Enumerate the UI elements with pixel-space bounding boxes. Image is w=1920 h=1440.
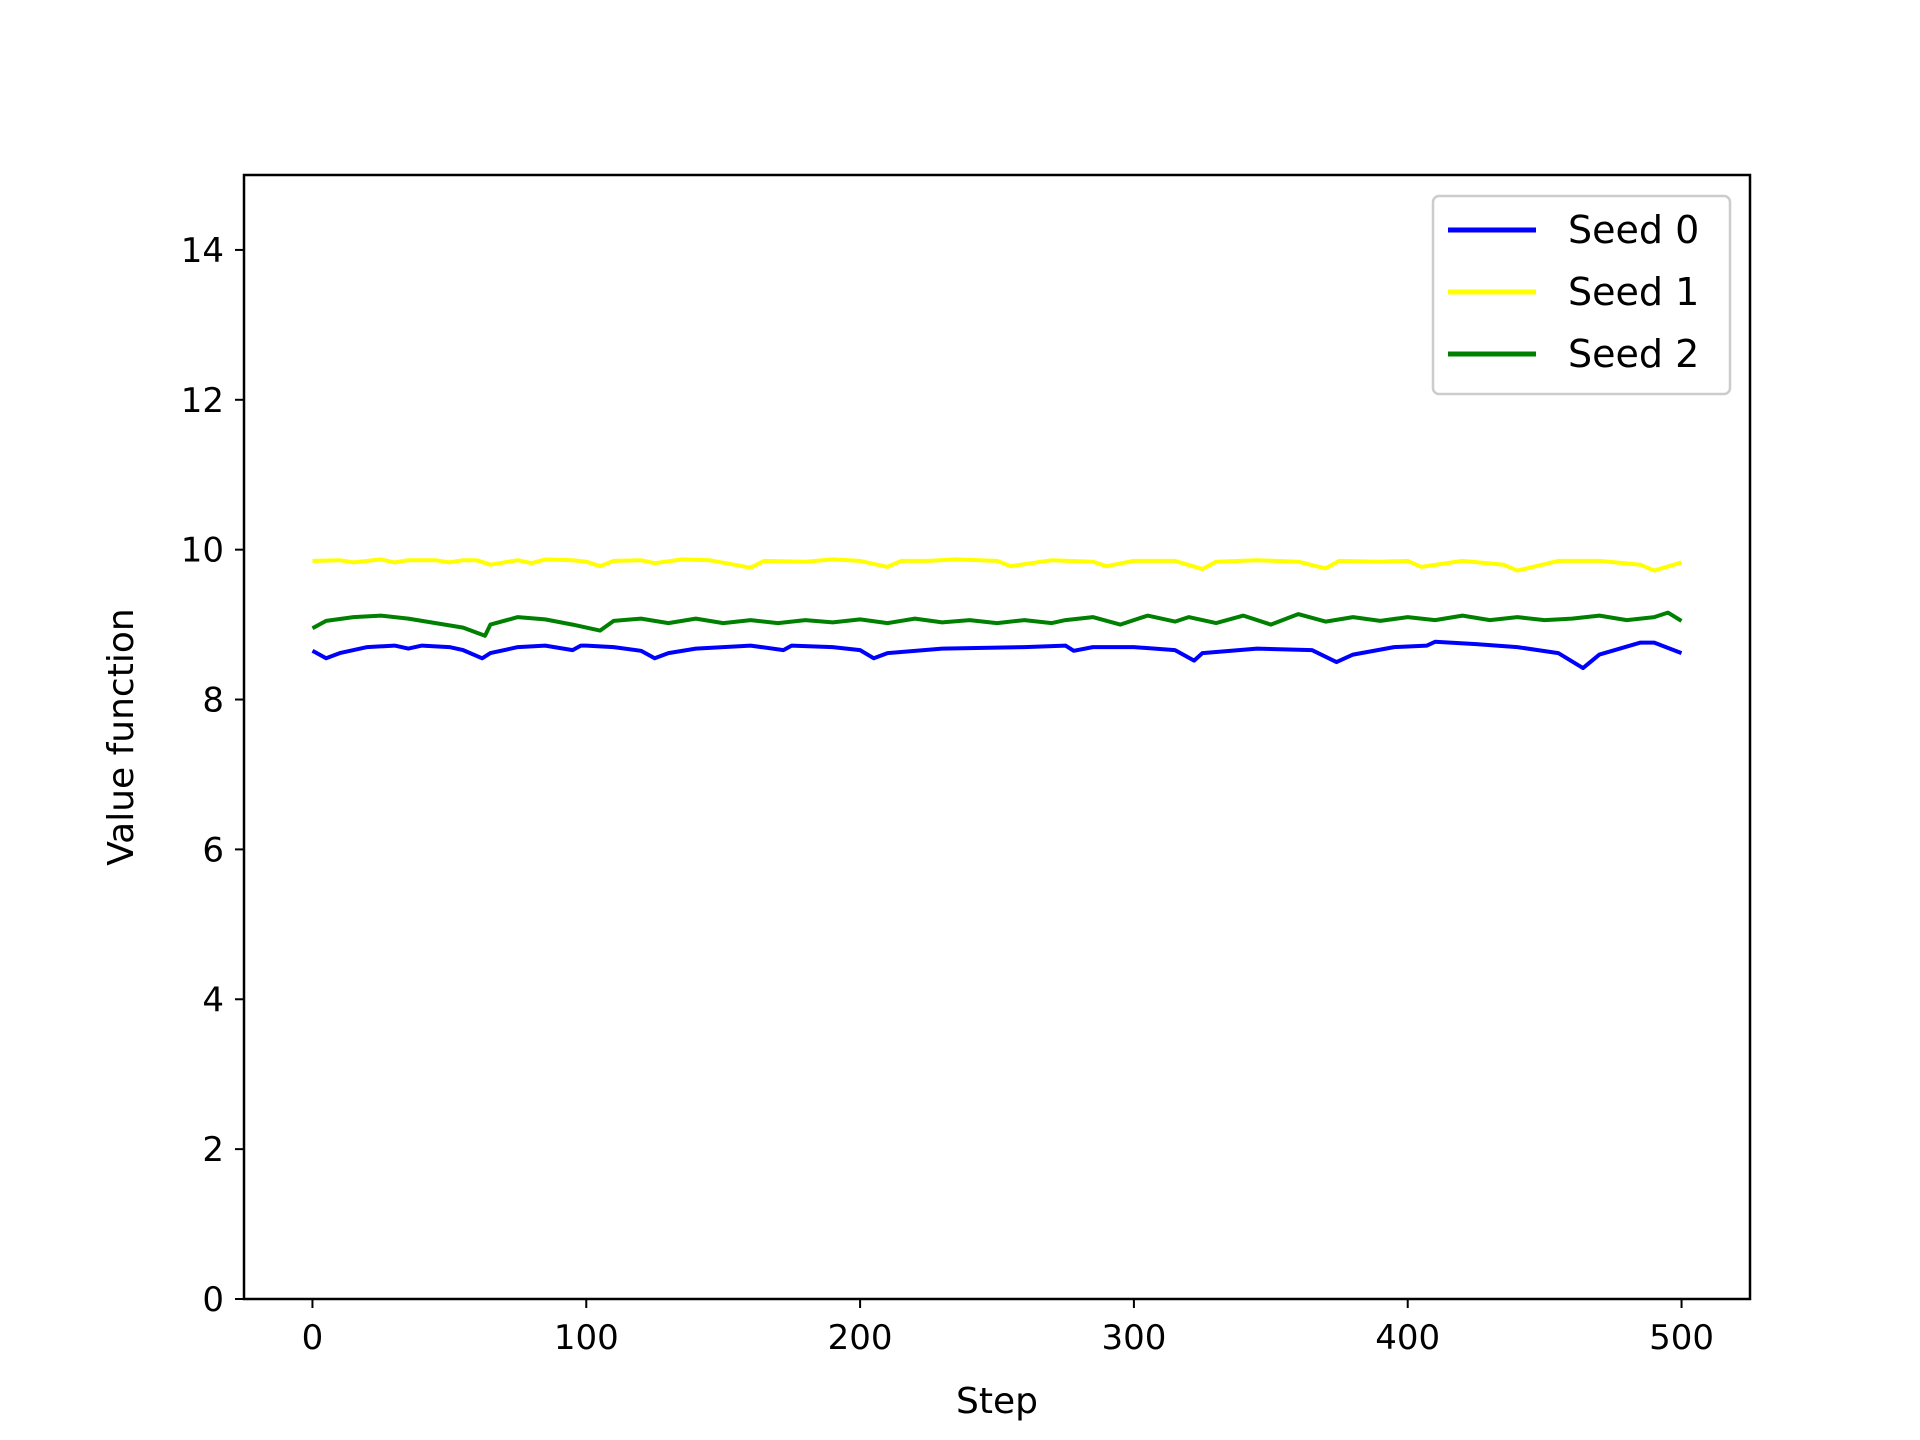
y-tick-label: 8 <box>202 681 224 721</box>
y-tick-label: 4 <box>202 980 224 1020</box>
plot-frame <box>242 173 1752 1301</box>
series-line-seed-2 <box>311 610 1683 638</box>
legend-box <box>1431 194 1732 396</box>
y-tick-label: 10 <box>181 531 224 571</box>
ticks-layer: 0 100 200 300 400 500 0 2 4 6 8 10 12 14 <box>181 231 1714 1358</box>
x-tick-label: 100 <box>554 1318 619 1358</box>
x-tick-label: 500 <box>1649 1318 1714 1358</box>
series-line-seed-0 <box>311 639 1683 671</box>
y-tick-label: 2 <box>202 1130 224 1170</box>
x-tick-label: 0 <box>302 1318 324 1358</box>
x-tick-label: 200 <box>828 1318 893 1358</box>
y-tick-label: 14 <box>181 231 224 271</box>
x-axis-label: Step <box>956 1381 1038 1422</box>
x-tick-label: 300 <box>1101 1318 1166 1358</box>
legend-label-seed-0: Seed 0 <box>1568 208 1699 252</box>
y-tick-label: 12 <box>181 381 224 421</box>
x-tick-label: 400 <box>1375 1318 1440 1358</box>
series-line-seed-1 <box>312 557 1683 573</box>
y-tick-label: 0 <box>202 1280 224 1320</box>
legend-label-seed-1: Seed 1 <box>1568 270 1699 314</box>
legend: Seed 0 Seed 1 Seed 2 <box>1431 194 1732 396</box>
y-tick-label: 6 <box>202 830 224 870</box>
series-layer <box>311 557 1683 671</box>
y-axis-label: Value function <box>101 608 142 865</box>
legend-label-seed-2: Seed 2 <box>1568 332 1699 376</box>
